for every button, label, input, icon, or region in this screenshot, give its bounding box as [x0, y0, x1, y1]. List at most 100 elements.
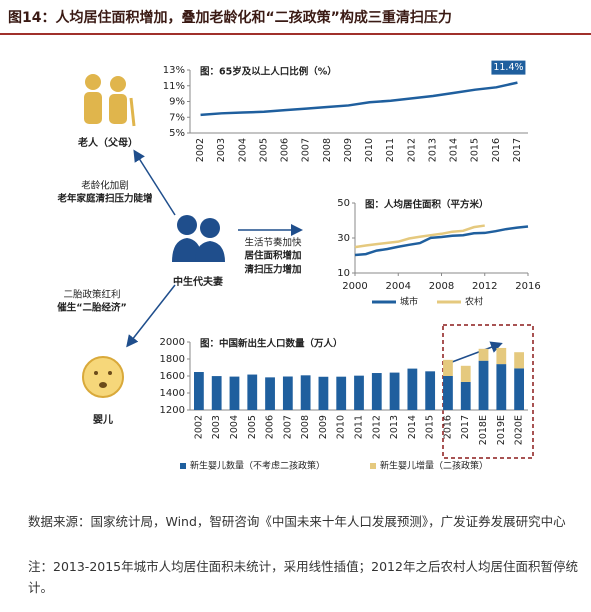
bar — [247, 374, 258, 410]
bar — [460, 381, 471, 410]
y-tick-label: 1800 — [160, 354, 185, 365]
x-tick-label: 2016 — [491, 138, 502, 162]
x-tick-label: 2005 — [247, 415, 258, 439]
x-tick-label: 2015 — [470, 138, 481, 162]
chart-title: 图：中国新出生人口数量（万人） — [200, 338, 343, 350]
line — [354, 224, 485, 249]
bar — [443, 376, 453, 410]
label: 老人（父母） — [77, 136, 138, 149]
bar — [496, 347, 507, 365]
figure: 图14：人均居住面积增加，叠加老龄化和“二孩政策”构成三重清扫压力 老人（父母）… — [0, 9, 591, 472]
chart-title: 图：人均居住面积（平方米） — [365, 199, 489, 211]
label: 生活节奏加快 — [244, 237, 302, 249]
legend-label: 新生婴儿增量（二孩政策） — [380, 460, 488, 472]
y-tick-label: 1400 — [160, 388, 185, 399]
y-tick-label: 10 — [337, 268, 350, 279]
bar — [496, 364, 507, 410]
x-tick-label: 2008 — [429, 281, 454, 292]
y-tick-label: 5% — [169, 128, 185, 139]
x-tick-label: 2004 — [229, 415, 240, 439]
legend-label: 新生婴儿数量（不考虑二孩政策） — [190, 460, 325, 472]
bar — [229, 376, 240, 410]
x-tick-label: 2011 — [354, 415, 365, 439]
bar — [354, 375, 364, 410]
trend-arrow — [451, 341, 503, 363]
figure-title: 图14：人均居住面积增加，叠加老龄化和“二孩政策”构成三重清扫压力 — [8, 9, 452, 26]
arrow — [126, 284, 176, 348]
line — [200, 81, 518, 117]
y-tick-label: 11% — [163, 81, 185, 92]
bar — [211, 376, 222, 410]
x-tick-label: 2017 — [460, 415, 471, 439]
baby-icon — [82, 356, 124, 398]
bar — [478, 348, 489, 361]
x-tick-label: 2007 — [301, 138, 312, 162]
bar — [514, 352, 524, 369]
bar — [336, 376, 347, 410]
x-tick-label: 2014 — [449, 138, 460, 162]
x-tick-label: 2009 — [343, 138, 354, 162]
label: 婴儿 — [93, 414, 113, 426]
value-label-box — [491, 60, 526, 75]
bar — [194, 372, 204, 410]
x-tick-label: 2007 — [282, 415, 293, 439]
note: 注：2013-2015年城市人均居住面积未统计，采用线性插值；2012年之后农村… — [28, 559, 578, 595]
x-tick-label: 2012 — [406, 138, 417, 162]
x-tick-label: 2004 — [386, 281, 411, 292]
x-tick-label: 2006 — [265, 415, 276, 439]
label: 催生“二胎经济” — [57, 302, 127, 314]
legend-swatch — [370, 463, 376, 469]
bar — [460, 365, 471, 382]
bar — [300, 375, 311, 410]
bar — [371, 373, 382, 410]
elderly-icon — [84, 74, 136, 127]
y-tick-label: 7% — [169, 112, 185, 123]
x-tick-label: 2002 — [193, 415, 204, 439]
bar — [318, 376, 329, 410]
y-tick-label: 50 — [337, 198, 350, 209]
label: 居住面积增加 — [244, 250, 301, 262]
x-tick-label: 2018E — [478, 415, 489, 445]
bar — [514, 368, 524, 410]
y-tick-label: 1600 — [160, 371, 185, 382]
x-tick-label: 2017 — [512, 138, 523, 162]
y-tick-label: 2000 — [160, 337, 185, 348]
x-tick-label: 2002 — [195, 138, 206, 162]
chart-title: 图：65岁及以上人口比例（%） — [200, 66, 337, 78]
label: 老龄化加剧 — [81, 180, 129, 192]
label: 老年家庭清扫压力陡增 — [56, 193, 152, 205]
bar — [407, 368, 418, 410]
bar — [425, 371, 436, 410]
highlight-box — [442, 324, 534, 459]
bar — [282, 376, 293, 410]
x-tick-label: 2009 — [318, 415, 329, 439]
bar — [265, 377, 275, 410]
y-tick-label: 30 — [337, 233, 350, 244]
label: 中生代夫妻 — [173, 275, 223, 288]
legend-label: 城市 — [400, 296, 418, 308]
x-tick-label: 2014 — [407, 415, 418, 439]
x-tick-label: 2013 — [427, 138, 438, 162]
x-tick-label: 2000 — [342, 281, 367, 292]
arrow — [133, 149, 176, 216]
value-label: 11.4% — [493, 62, 523, 73]
x-tick-label: 2010 — [364, 138, 375, 162]
x-tick-label: 2016 — [515, 281, 540, 292]
x-tick-label: 2012 — [371, 415, 382, 439]
label: 二胎政策红利 — [63, 289, 120, 301]
x-tick-label: 2003 — [211, 415, 222, 439]
x-tick-label: 2011 — [385, 138, 396, 162]
y-tick-label: 1200 — [160, 405, 185, 416]
x-tick-label: 2019E — [496, 415, 507, 445]
x-tick-label: 2006 — [280, 138, 291, 162]
x-tick-label: 2003 — [216, 138, 227, 162]
x-tick-label: 2013 — [389, 415, 400, 439]
x-tick-label: 2008 — [300, 415, 311, 439]
line — [354, 225, 529, 257]
x-tick-label: 2020E — [514, 415, 525, 445]
bar — [443, 359, 453, 376]
y-tick-label: 9% — [169, 97, 185, 108]
x-tick-label: 2015 — [425, 415, 436, 439]
bar — [478, 360, 489, 410]
